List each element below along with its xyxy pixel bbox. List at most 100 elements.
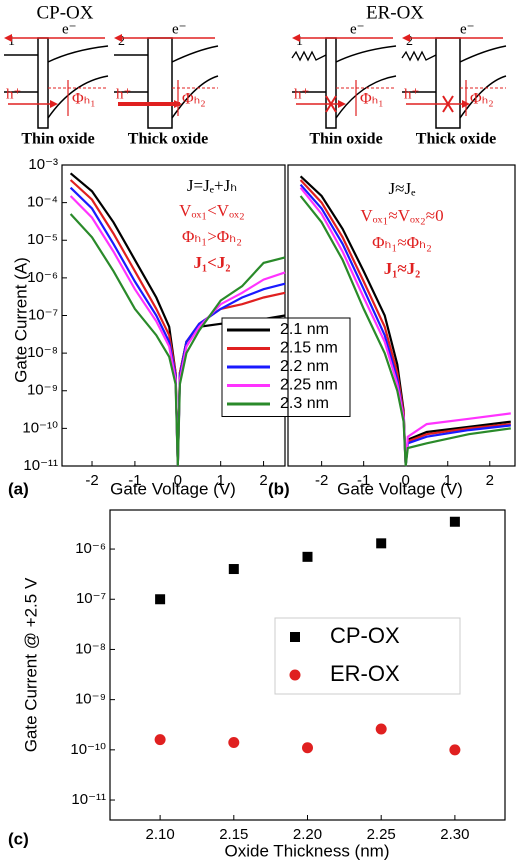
x-tick-label: 0 — [174, 472, 182, 489]
cp-title: CP-OX — [36, 2, 93, 23]
legend-label: 2.25 nm — [280, 377, 338, 394]
y-tick-label: 10⁻⁴ — [27, 194, 58, 211]
oxide — [435, 37, 461, 129]
barrier-label: Φₕ₂ — [470, 91, 494, 108]
point — [376, 538, 387, 549]
y-axis-label: Gate Current (A) — [11, 257, 30, 383]
x-tick-label: 2.10 — [146, 826, 175, 843]
electron-label: e⁻ — [350, 21, 365, 37]
y-tick-label: 10⁻⁸ — [27, 344, 58, 361]
annotation: Vₒₓ₁<Vₒₓ₂ — [179, 201, 245, 220]
electron-label: e⁻ — [62, 21, 77, 37]
x-tick-label: 1 — [217, 472, 225, 489]
barrier-label: Φₕ₁ — [72, 91, 96, 108]
annotation: J=Jₑ+Jₕ — [187, 176, 237, 195]
y-tick-label: 10⁻⁵ — [27, 231, 58, 248]
valence-band — [335, 75, 397, 119]
x-tick-label: -2 — [85, 472, 98, 489]
y-tick-label: 10⁻⁹ — [75, 691, 106, 708]
x-tick-label: 2.15 — [219, 826, 248, 843]
point — [302, 742, 313, 754]
valence-band — [171, 75, 219, 119]
barrier-label: Φₕ₁ — [360, 91, 384, 108]
panel-caption: Thin oxide — [21, 131, 94, 148]
valence-band — [47, 75, 109, 119]
panel-label: (a) — [8, 479, 29, 498]
x-tick-label: 2.25 — [367, 826, 396, 843]
gate-band — [401, 50, 437, 62]
conduction-band — [459, 45, 507, 63]
annotation: Φₕ₁≈Φₕ₂ — [372, 233, 432, 252]
hole-label: h⁺ — [404, 86, 419, 102]
y-tick-label: 10⁻⁹ — [27, 382, 58, 399]
panel-label: (c) — [8, 829, 29, 848]
panel-caption: Thick oxide — [416, 131, 496, 148]
oxide — [325, 37, 337, 129]
data-line — [299, 187, 511, 467]
legend-label: 2.3 nm — [280, 395, 329, 412]
x-axis-label: Gate Voltage (V) — [337, 479, 463, 498]
x-axis-label: Gate Voltage (V) — [110, 479, 236, 498]
panel-caption: Thick oxide — [128, 131, 208, 148]
y-tick-label: 10⁻⁶ — [75, 540, 106, 557]
x-tick-label: 2.20 — [293, 826, 322, 843]
panel-number: 2 — [118, 34, 125, 49]
point — [375, 723, 387, 735]
x-tick-label: -2 — [315, 472, 328, 489]
hole-label: h⁺ — [116, 86, 131, 102]
point — [155, 594, 166, 605]
data-line — [69, 213, 286, 467]
oxide — [37, 37, 49, 129]
conduction-band — [47, 45, 109, 63]
hole-label: h⁺ — [294, 86, 309, 102]
x-tick-label: 2.30 — [440, 826, 469, 843]
blocked-cross — [325, 95, 337, 113]
electron-label: e⁻ — [460, 21, 475, 37]
y-axis-label: Gate Current @ +2.5 V — [21, 577, 40, 752]
blocked-cross — [442, 95, 454, 113]
annotation: J≈Jₑ — [389, 179, 417, 198]
point — [228, 564, 239, 575]
barrier-label: Φₕ₂ — [182, 91, 206, 108]
plot-frame — [61, 164, 286, 467]
point — [302, 551, 313, 562]
y-tick-label: 10⁻⁷ — [76, 590, 106, 607]
point — [449, 516, 460, 527]
x-tick-label: 2 — [259, 472, 267, 489]
x-tick-label: 0 — [402, 472, 410, 489]
y-tick-label: 10⁻¹⁰ — [70, 741, 106, 758]
plot-frame — [287, 164, 516, 467]
legend-swatch — [290, 632, 300, 642]
y-tick-label: 10⁻⁸ — [75, 640, 106, 657]
y-tick-label: 10⁻³ — [28, 156, 58, 173]
annotation: Vₒₓ₁≈Vₒₓ₂≈0 — [360, 206, 443, 225]
x-tick-label: 1 — [444, 472, 452, 489]
oxide — [147, 37, 173, 129]
legend-label: 2.1 nm — [280, 321, 329, 338]
legend-label: ER-OX — [330, 661, 400, 686]
point — [154, 734, 166, 746]
x-axis-label: Oxide Thickness (nm) — [224, 841, 389, 860]
legend-label: 2.15 nm — [280, 340, 338, 357]
y-tick-label: 10⁻⁷ — [28, 306, 58, 323]
legend-swatch — [289, 669, 301, 681]
legend-label: 2.2 nm — [280, 358, 329, 375]
y-tick-label: 10⁻¹⁰ — [22, 419, 58, 436]
panel-label: (b) — [268, 479, 290, 498]
panel-number: 1 — [8, 34, 15, 49]
x-tick-label: 2 — [486, 472, 494, 489]
panel-number: 2 — [406, 34, 413, 49]
er-title: ER-OX — [366, 2, 424, 23]
annotation: Φₕ₁>Φₕ₂ — [182, 227, 242, 246]
panel-number: 1 — [296, 34, 303, 49]
legend-label: CP-OX — [330, 623, 400, 648]
panel-caption: Thin oxide — [309, 131, 382, 148]
electron-label: e⁻ — [172, 21, 187, 37]
legend-box — [274, 617, 461, 695]
hole-label: h⁺ — [6, 86, 21, 102]
annotation: J₁≈J₂ — [384, 259, 421, 278]
point — [449, 744, 461, 756]
point — [228, 736, 240, 748]
annotation: J₁<J₂ — [194, 253, 231, 272]
